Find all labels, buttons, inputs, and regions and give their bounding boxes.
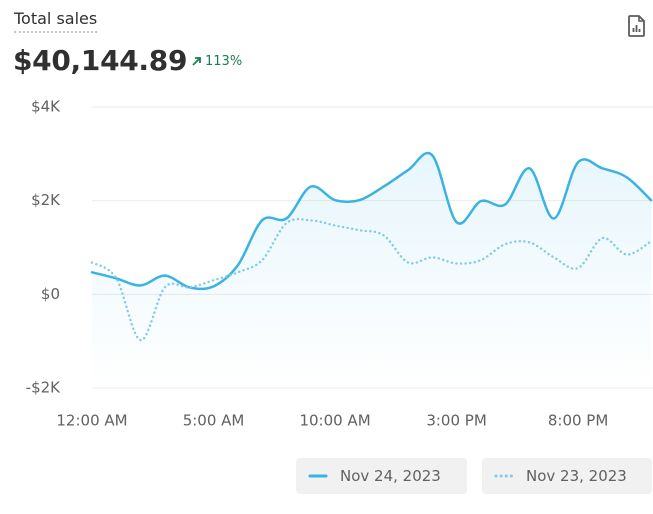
y-tick-label: $4K xyxy=(31,98,61,116)
up-arrow xyxy=(192,57,201,66)
line xyxy=(90,151,653,291)
y-tick-label: -$2K xyxy=(26,379,61,397)
area xyxy=(92,152,651,388)
x-tick-label: 8:00 PM xyxy=(548,412,608,430)
x-tick-label: 12:00 AM xyxy=(56,412,127,430)
change-value: 113% xyxy=(205,54,243,69)
legend-item[interactable]: Nov 24, 2023 xyxy=(296,458,467,494)
legend-item[interactable]: Nov 23, 2023 xyxy=(482,458,652,494)
line xyxy=(90,217,653,342)
x-tick-label: 5:00 AM xyxy=(183,412,245,430)
chart: -$2K $0 $2K $4K 12:00 AM 5:00 AM 10:00 AM 3:00 … xyxy=(26,98,653,430)
legend-swatch xyxy=(494,474,514,478)
legend-label: Nov 23, 2023 xyxy=(526,467,627,485)
report-icon[interactable] xyxy=(626,14,648,38)
card-title[interactable]: Total sales xyxy=(14,9,98,33)
y-tick-label: $0 xyxy=(41,285,60,303)
legend-swatch xyxy=(308,474,328,478)
legend-label: Nov 24, 2023 xyxy=(340,467,441,485)
y-tick-label: $2K xyxy=(31,191,61,209)
x-tick-label: 3:00 PM xyxy=(426,412,486,430)
x-tick-label: 10:00 AM xyxy=(299,412,370,430)
change: 113% xyxy=(192,54,242,69)
total-value: $40,144.89 xyxy=(13,44,188,77)
